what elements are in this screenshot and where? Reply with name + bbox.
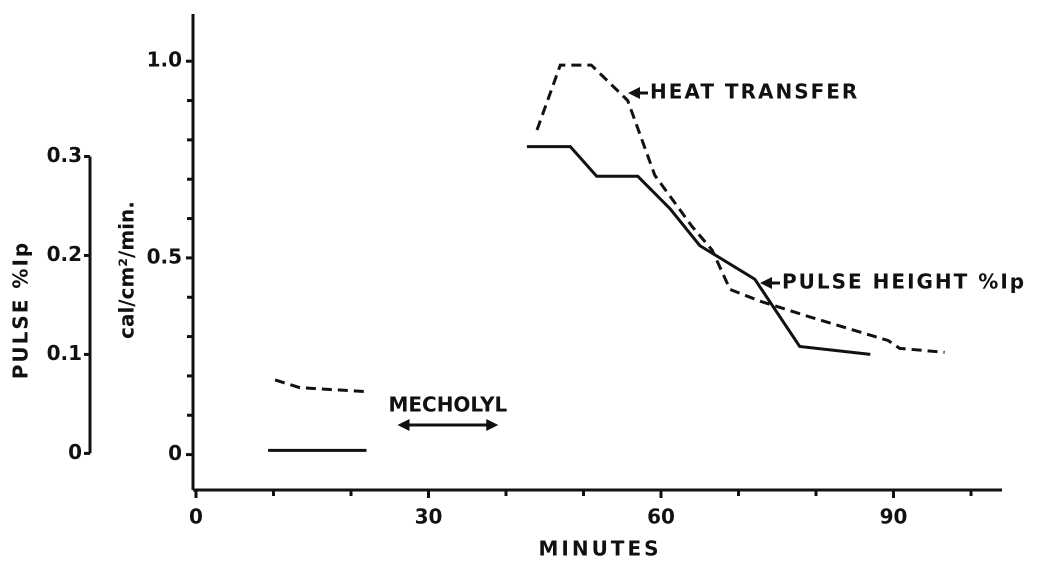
y-tick-label: 1.0 <box>147 48 182 72</box>
series-line <box>526 145 871 356</box>
x-tick-label: 60 <box>647 505 675 529</box>
series-label: HEAT TRANSFER <box>650 80 859 104</box>
series-label: PULSE HEIGHT %Ip <box>782 270 1026 294</box>
y-tick-label: 0 <box>168 441 182 465</box>
arrow-head <box>760 277 772 289</box>
arrow-head <box>486 419 499 431</box>
y2-tick-label: 0.2 <box>47 242 82 266</box>
series-line <box>535 63 945 354</box>
y2-tick-label: 0.3 <box>47 143 82 167</box>
arrow-head <box>397 419 410 431</box>
y-tick-label: 0.5 <box>147 244 182 268</box>
series-line <box>274 378 369 394</box>
arrow-head <box>628 87 640 99</box>
annotation-text: MECHOLYL <box>388 393 507 417</box>
x-tick-label: 90 <box>880 505 908 529</box>
y2-tick-label: 0.1 <box>47 341 82 365</box>
x-axis-label: MINUTES <box>538 537 661 561</box>
x-tick-label: 0 <box>189 505 203 529</box>
y2-axis-label: PULSE %Ip <box>9 241 33 379</box>
y2-tick-label: 0 <box>68 440 82 464</box>
y-axis-label: cal/cm²/min. <box>115 201 139 339</box>
x-tick-label: 30 <box>415 505 443 529</box>
